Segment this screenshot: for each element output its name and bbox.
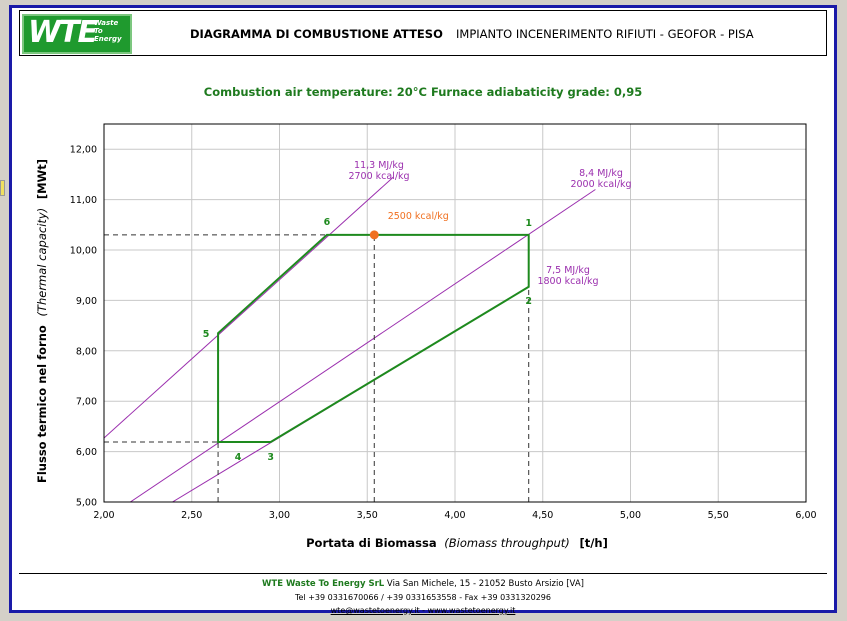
- y-tick-label: 10,00: [70, 246, 97, 257]
- x-tick-label: 4,50: [532, 510, 553, 521]
- iso-line-label-kcal: 1800 kcal/kg: [537, 276, 598, 287]
- report-frame: WTE Waste To Energy DIAGRAMMA DI COMBUST…: [9, 5, 837, 615]
- footer-contacts[interactable]: wte@wastetoenergy.it - www.wastetoenergy…: [330, 606, 516, 615]
- y-axis-title-main: Flusso termico nel forno: [35, 325, 49, 483]
- footer-company: WTE Waste To Energy SrL: [262, 579, 385, 589]
- envelope-polygon: [217, 233, 530, 444]
- header: WTE Waste To Energy DIAGRAMMA DI COMBUST…: [19, 10, 827, 56]
- envelope-point-label: 1: [525, 218, 532, 229]
- plot-border: [103, 123, 807, 503]
- y-tick-label: 5,00: [76, 498, 97, 509]
- logo-text: WTE: [28, 15, 98, 50]
- x-tick-label: 5,50: [708, 510, 729, 521]
- footer-phones: Tel +39 0331670066 / +39 0331653558 - Fa…: [295, 593, 551, 602]
- y-tick-label: 7,00: [76, 397, 97, 408]
- y-tick-label: 11,00: [70, 195, 97, 206]
- x-tick-label: 3,50: [357, 510, 378, 521]
- y-tick-label: 9,00: [76, 296, 97, 307]
- envelope-point-label: 3: [267, 452, 274, 463]
- y-tick-label: 6,00: [76, 447, 97, 458]
- iso-line: [130, 189, 596, 502]
- envelope: [217, 230, 530, 444]
- iso-line-label-mj: 7,5 MJ/kg: [546, 265, 590, 276]
- iso-lines: [104, 176, 596, 502]
- iso-line-label-kcal: 2700 kcal/kg: [348, 171, 409, 182]
- envelope-point-label: 2: [525, 296, 532, 307]
- y-axis-title-italic: (Thermal capacity): [35, 208, 49, 317]
- y-tick-label: 8,00: [76, 346, 97, 357]
- plant-name: IMPIANTO INCENERIMENTO RIFIUTI - GEOFOR …: [456, 27, 754, 41]
- x-tick-label: 6,00: [795, 510, 816, 521]
- iso-line-label-mj: 8,4 MJ/kg: [579, 168, 623, 179]
- x-tick-label: 3,00: [269, 510, 290, 521]
- envelope-point-label: 5: [203, 329, 210, 340]
- x-tick-label: 4,00: [444, 510, 465, 521]
- footer-address-line: WTE Waste To Energy SrL Via San Michele,…: [12, 579, 834, 589]
- chart-subtitle: Combustion air temperature: 20°C Furnace…: [203, 85, 643, 99]
- iso-line-label-mj: 11,3 MJ/kg: [354, 160, 404, 171]
- iso-line-label-kcal: 2000 kcal/kg: [570, 179, 631, 190]
- footer-divider: [19, 573, 827, 574]
- grid: [103, 124, 807, 503]
- x-tick-label: 2,50: [181, 510, 202, 521]
- dashed-guides: [104, 234, 530, 502]
- side-marker: [0, 180, 5, 196]
- x-axis-title-italic: (Biomass throughput): [444, 536, 570, 550]
- logo-subtext: Waste To Energy: [94, 19, 122, 43]
- design-point-marker: [369, 230, 379, 240]
- iso-line: [104, 176, 394, 439]
- envelope-point-label: 4: [235, 452, 242, 463]
- x-tick-label: 5,00: [620, 510, 641, 521]
- envelope-point-label: 6: [324, 217, 331, 228]
- y-axis-title-unit: [MWt]: [35, 159, 49, 199]
- wte-logo: WTE Waste To Energy: [22, 14, 132, 54]
- tick-labels: 2,00 2,50 3,00 3,50 4,00 4,50 5,00 5,50 6,00 5,00…: [70, 145, 817, 521]
- x-tick-label: 2,00: [93, 510, 114, 521]
- footer-address: Via San Michele, 15 - 21052 Busto Arsizi…: [384, 579, 584, 589]
- design-point-label: 2500 kcal/kg: [388, 211, 449, 222]
- x-axis-title-main: Portata di Biomassa: [306, 536, 437, 550]
- page-title: DIAGRAMMA DI COMBUSTIONE ATTESO: [190, 27, 443, 41]
- x-axis-title-unit: [t/h]: [579, 536, 607, 550]
- y-axis-title: Flusso termico nel forno (Thermal capaci…: [35, 159, 49, 483]
- y-tick-label: 12,00: [70, 145, 97, 156]
- x-axis-title: Portata di Biomassa (Biomass throughput)…: [306, 536, 608, 550]
